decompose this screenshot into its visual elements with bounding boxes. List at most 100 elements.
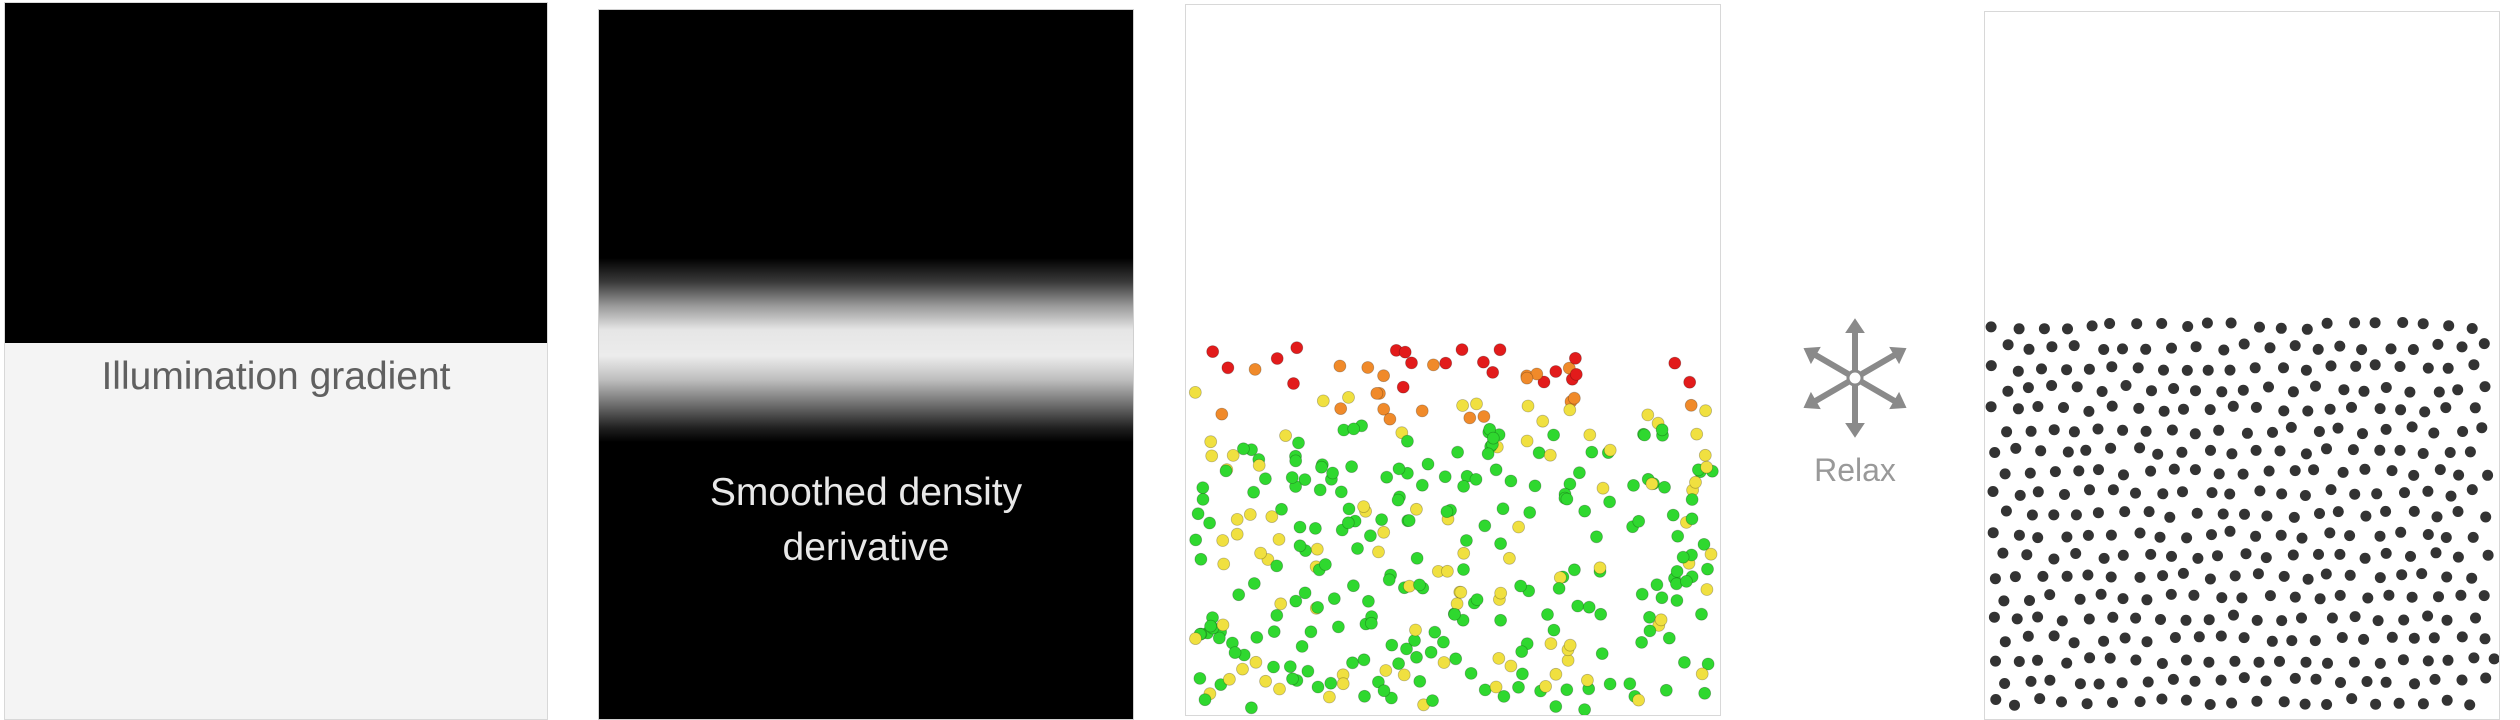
relaxed-point <box>2346 401 2357 413</box>
relaxed-point <box>2093 678 2105 690</box>
relaxed-point <box>2380 547 2392 559</box>
initial-point <box>1523 506 1537 519</box>
relaxed-point <box>2337 466 2349 478</box>
initial-point <box>1469 472 1483 486</box>
initial-point <box>1504 659 1518 673</box>
relaxed-point <box>2106 400 2118 412</box>
initial-point <box>1481 447 1495 461</box>
relaxed-point <box>2035 445 2047 457</box>
relaxed-point <box>2177 567 2189 579</box>
initial-point <box>1270 609 1284 622</box>
relaxed-point <box>2178 403 2189 415</box>
relaxed-point <box>2032 486 2044 498</box>
relaxed-point <box>2275 322 2287 334</box>
initial-point <box>1203 516 1217 530</box>
initial-point <box>1293 520 1307 534</box>
relaxed-point <box>2157 488 2169 500</box>
initial-point <box>1223 672 1236 686</box>
initial-point <box>1298 586 1312 600</box>
relaxed-point <box>2096 386 2108 397</box>
relaxed-point <box>2314 593 2326 605</box>
initial-point <box>1245 701 1258 715</box>
initial-point <box>1560 683 1574 697</box>
relaxed-point <box>2046 380 2058 391</box>
initial-point <box>1623 677 1637 691</box>
initial-point <box>1402 514 1416 527</box>
initial-point <box>1384 691 1398 705</box>
relaxed-point <box>2180 614 2192 626</box>
relaxed-point <box>1985 401 1997 413</box>
initial-point <box>1232 588 1246 602</box>
initial-point <box>1230 527 1244 541</box>
relaxed-point <box>2299 490 2311 501</box>
initial-point <box>1400 434 1414 448</box>
initial-point <box>1658 480 1671 494</box>
relaxed-point <box>2385 343 2397 355</box>
relaxed-point <box>2386 465 2398 477</box>
relaxed-point <box>2213 424 2225 436</box>
initial-point <box>1701 657 1715 671</box>
initial-point <box>1380 470 1394 484</box>
smoothed-density-label: Smoothed density derivative <box>599 465 1133 575</box>
relaxed-point <box>1988 611 2000 623</box>
light-region <box>5 343 547 719</box>
initial-point <box>1252 458 1266 472</box>
relaxed-point <box>2347 444 2359 456</box>
initial-point <box>1478 519 1492 533</box>
initial-point <box>1189 632 1202 645</box>
initial-point <box>1395 426 1409 440</box>
relaxed-point <box>2278 696 2290 708</box>
relaxed-point <box>2380 382 2392 393</box>
smoothed-density-label-line2: derivative <box>782 526 950 569</box>
initial-point <box>1659 683 1673 697</box>
relaxed-point <box>2380 423 2392 435</box>
initial-point <box>1357 653 1371 667</box>
relaxed-point <box>2480 672 2492 684</box>
relaxed-point <box>2062 323 2073 335</box>
initial-point <box>1701 562 1714 576</box>
initial-point <box>1494 613 1508 627</box>
relaxed-point <box>2002 339 2014 351</box>
initial-point <box>1212 631 1226 645</box>
initial-point <box>1249 655 1263 669</box>
initial-point <box>1561 654 1575 667</box>
relaxed-point <box>2238 672 2250 684</box>
relaxed-point <box>2168 383 2180 394</box>
initial-point <box>1457 546 1471 560</box>
initial-point <box>1230 513 1244 526</box>
initial-point <box>1436 635 1450 649</box>
initial-point <box>1541 608 1554 621</box>
relaxed-point <box>2441 614 2453 626</box>
relaxed-point <box>2470 612 2481 624</box>
initial-point <box>1514 579 1528 593</box>
initial-point <box>1289 454 1303 468</box>
relaxed-point <box>2217 508 2229 520</box>
initial-point <box>1188 385 1202 399</box>
initial-point <box>1193 672 1207 685</box>
relaxed-point <box>2203 614 2215 626</box>
relaxed-point <box>2068 426 2080 438</box>
relaxed-point <box>2177 486 2188 498</box>
initial-point <box>1351 542 1364 555</box>
relaxed-point <box>2324 403 2336 415</box>
relaxed-point <box>2107 697 2118 708</box>
relaxed-point <box>2215 674 2227 686</box>
relaxed-point <box>2070 548 2082 559</box>
relaxed-point <box>2310 673 2322 685</box>
initial-point <box>1596 481 1610 495</box>
relaxed-point <box>2229 570 2241 582</box>
relaxed-point <box>2024 595 2035 606</box>
relaxed-point <box>2422 655 2434 667</box>
initial-point <box>1391 493 1405 507</box>
relaxed-point <box>2250 444 2262 456</box>
relaxed-point <box>2480 511 2492 523</box>
initial-point <box>1318 558 1332 571</box>
relaxed-point <box>2479 381 2491 393</box>
relaxed-point <box>2107 611 2119 623</box>
initial-point <box>1331 620 1345 634</box>
initial-point <box>1563 403 1577 417</box>
relaxed-point <box>2021 549 2033 561</box>
initial-point <box>1515 667 1529 681</box>
initial-point <box>1377 684 1391 698</box>
initial-point <box>1383 412 1397 426</box>
